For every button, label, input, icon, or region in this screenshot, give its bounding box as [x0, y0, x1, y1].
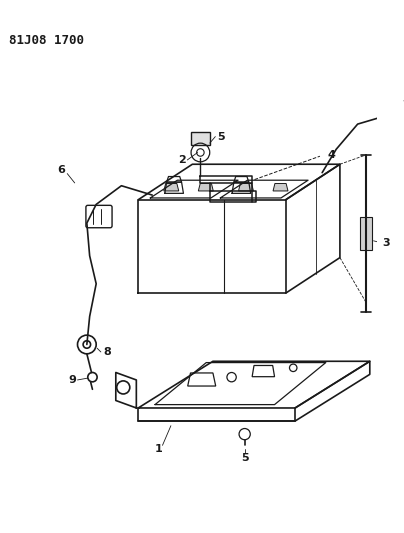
- Text: 9: 9: [68, 375, 76, 385]
- Text: 1: 1: [155, 444, 163, 454]
- Text: 7: 7: [402, 100, 404, 110]
- Polygon shape: [198, 183, 213, 191]
- Text: 5: 5: [241, 454, 248, 463]
- Text: 4: 4: [327, 150, 335, 160]
- Text: 3: 3: [383, 238, 390, 248]
- FancyBboxPatch shape: [191, 132, 210, 145]
- Text: 8: 8: [103, 347, 111, 357]
- Text: 6: 6: [58, 165, 65, 175]
- Polygon shape: [238, 183, 253, 191]
- Polygon shape: [273, 183, 288, 191]
- FancyBboxPatch shape: [360, 216, 372, 250]
- Text: 81J08 1700: 81J08 1700: [9, 35, 84, 47]
- FancyBboxPatch shape: [86, 205, 112, 228]
- Text: 5: 5: [217, 132, 225, 142]
- Polygon shape: [164, 183, 179, 191]
- FancyBboxPatch shape: [391, 117, 404, 139]
- Text: 2: 2: [178, 155, 185, 165]
